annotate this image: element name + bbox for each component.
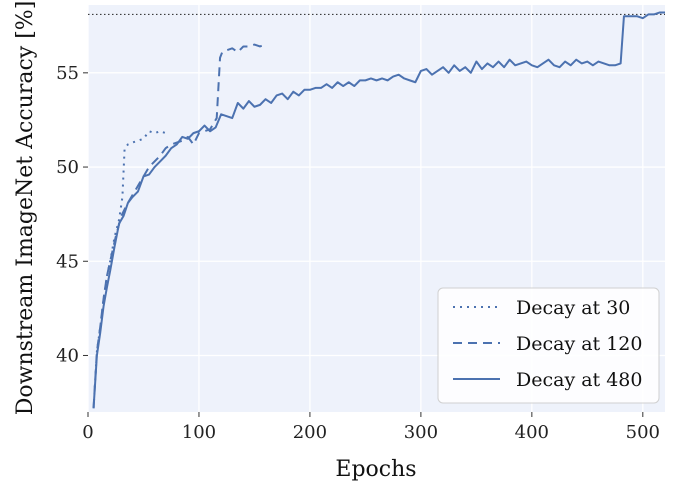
legend-label: Decay at 120	[516, 333, 643, 355]
x-tick-label: 300	[404, 422, 438, 443]
y-tick-label: 45	[56, 251, 79, 272]
axis-ticks: 0 100 200 300 400 500 40 45 50 55	[56, 63, 660, 443]
x-tick-label: 400	[515, 422, 549, 443]
legend-label: Decay at 30	[516, 297, 630, 319]
y-tick-label: 40	[56, 345, 79, 366]
legend-label: Decay at 480	[516, 369, 643, 391]
y-tick-label: 50	[56, 157, 79, 178]
series-line	[92, 11, 665, 409]
legend: Decay at 30 Decay at 120 Decay at 480	[437, 287, 660, 404]
x-tick-label: 100	[182, 422, 216, 443]
x-tick-label: 200	[293, 422, 327, 443]
y-axis-title: Downstream ImageNet Accuracy [%]	[13, 1, 38, 416]
x-tick-label: 0	[82, 422, 93, 443]
x-tick-label: 500	[626, 422, 660, 443]
y-tick-label: 55	[56, 63, 79, 84]
x-axis-title: Epochs	[335, 457, 416, 482]
series-lines	[92, 11, 665, 409]
legend-box	[437, 287, 660, 404]
